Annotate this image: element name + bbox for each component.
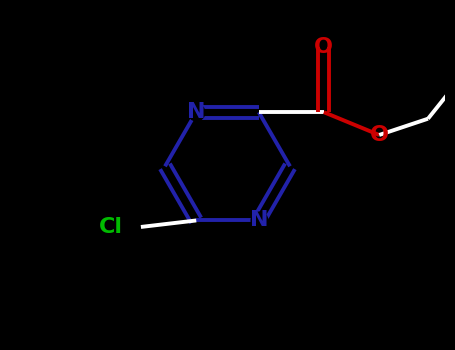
Text: O: O [370,125,389,145]
Text: N: N [187,102,206,122]
Text: O: O [314,37,334,57]
Text: Cl: Cl [99,217,122,237]
Text: N: N [249,210,268,230]
